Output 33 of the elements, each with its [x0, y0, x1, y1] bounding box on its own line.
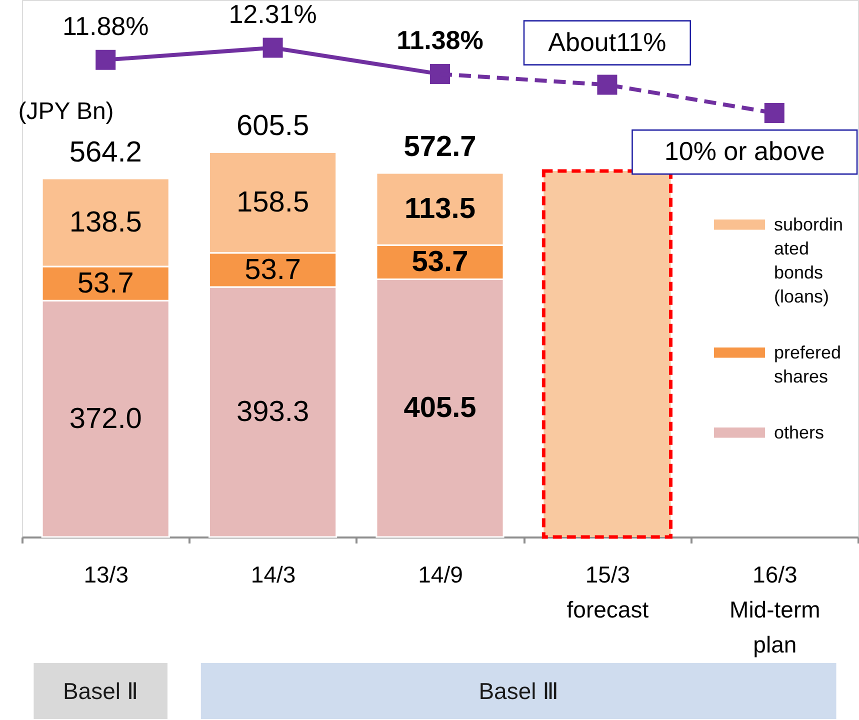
- x-tick-label: 14/3: [250, 562, 296, 588]
- data-label: 138.5: [69, 206, 142, 238]
- data-label: About11%: [548, 26, 666, 57]
- data-label: 53.7: [77, 268, 134, 300]
- legend-label: others: [774, 422, 824, 442]
- x-tick-label: 16/3 Mid-term plan: [730, 562, 820, 658]
- data-label: 405.5: [404, 392, 476, 424]
- legend-label: prefered shares: [774, 342, 842, 386]
- data-label: 11.38%: [396, 25, 484, 56]
- total-label: 572.7: [404, 131, 476, 164]
- data-label: 372.0: [69, 402, 142, 435]
- data-label: 12.31%: [228, 0, 317, 29]
- data-label: 53.7: [412, 246, 468, 278]
- point: [430, 64, 450, 84]
- data-label: 53.7: [244, 254, 302, 286]
- total-label: 564.2: [69, 136, 142, 168]
- data-label: 113.5: [404, 193, 476, 226]
- legend-label: subordinated bonds (loans): [774, 214, 844, 306]
- point: [597, 74, 618, 95]
- data-label: 158.5: [236, 186, 310, 219]
- point: [764, 103, 784, 124]
- text: Basel Ⅱ: [62, 678, 138, 704]
- point: [262, 38, 283, 58]
- x-tick-label: 15/3 forecast: [566, 562, 650, 622]
- point: [96, 50, 116, 70]
- total-label: 605.5: [236, 110, 310, 142]
- x-tick-label: 13/3: [84, 562, 128, 588]
- data-label: 393.3: [236, 396, 310, 428]
- y-axis-title: (JPY Bn): [18, 98, 114, 125]
- text: Basel Ⅲ: [478, 678, 558, 704]
- data-label: 11.88%: [62, 10, 149, 41]
- data-label: 10% or above: [664, 136, 825, 166]
- x-tick-label: 14/9: [418, 562, 463, 588]
